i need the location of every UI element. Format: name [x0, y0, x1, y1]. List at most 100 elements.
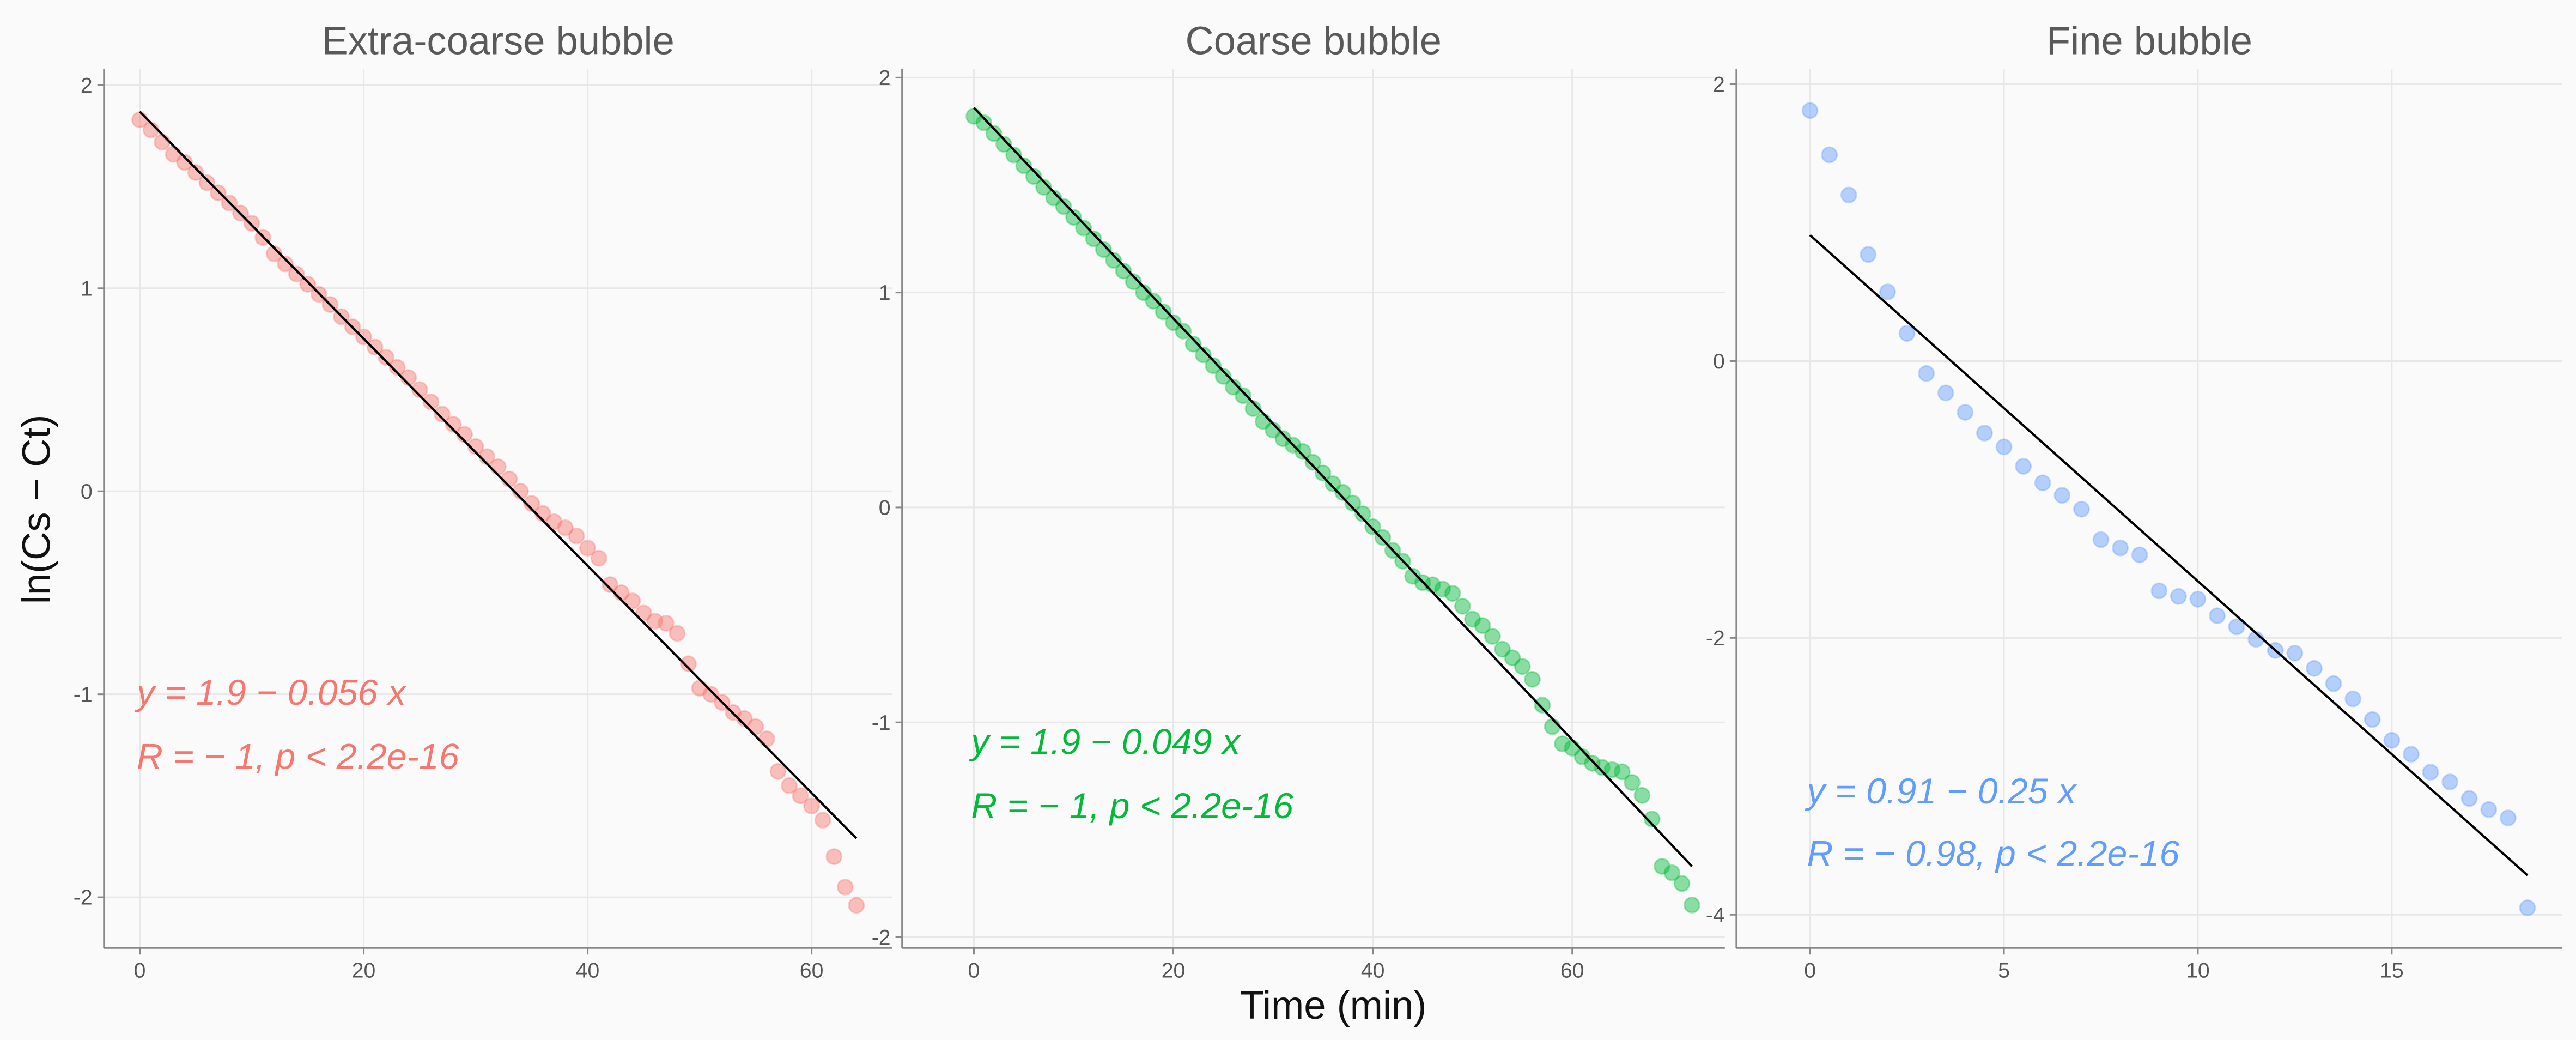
x-tick-label: 60 — [1560, 959, 1584, 982]
point — [2460, 790, 2478, 807]
point — [2228, 618, 2245, 636]
y-tick-label: -1 — [74, 683, 93, 706]
point — [2150, 582, 2168, 600]
point — [2034, 474, 2051, 492]
point — [1005, 146, 1023, 164]
point — [658, 614, 675, 632]
fit-line — [139, 111, 858, 839]
point — [434, 406, 451, 423]
point — [1654, 858, 1670, 875]
point — [1404, 567, 1421, 585]
point — [2500, 809, 2517, 826]
y-tick-label: 2 — [879, 66, 891, 90]
point — [388, 359, 406, 376]
point — [1821, 146, 1838, 164]
point — [1125, 273, 1142, 291]
x-tick-label: 15 — [2380, 959, 2404, 982]
point — [1898, 325, 1916, 342]
point — [1274, 430, 1292, 448]
point — [825, 848, 843, 865]
point — [411, 381, 428, 398]
y-tick-label: 1 — [879, 281, 891, 305]
point — [2112, 539, 2129, 557]
point — [2209, 607, 2226, 625]
point — [288, 265, 305, 283]
point — [702, 686, 720, 703]
point — [1643, 811, 1661, 828]
point — [1474, 617, 1491, 634]
x-tick-label: 60 — [800, 959, 824, 982]
point — [568, 527, 585, 545]
point — [1314, 464, 1332, 482]
x-tick-label: 0 — [968, 959, 980, 982]
point — [299, 275, 317, 293]
point — [1145, 293, 1162, 310]
point — [198, 174, 216, 191]
annotation: y = 1.9 − 0.056 x — [135, 673, 408, 713]
point — [1295, 443, 1311, 460]
point — [154, 134, 171, 151]
point — [1325, 475, 1341, 492]
point — [1995, 438, 2013, 456]
point — [422, 394, 440, 410]
annotation: y = 0.91 − 0.25 x — [1805, 771, 2077, 812]
point — [545, 513, 563, 530]
fit-line — [1809, 234, 2529, 876]
point — [1494, 640, 1511, 658]
point — [1684, 896, 1700, 914]
point — [1663, 864, 1681, 881]
x-tick-label: 0 — [134, 959, 146, 982]
point — [1184, 335, 1202, 353]
point — [1205, 357, 1222, 374]
x-tick-label: 40 — [576, 959, 600, 982]
point — [747, 718, 764, 735]
point — [975, 114, 993, 131]
point — [1879, 283, 1896, 300]
point — [2286, 644, 2304, 662]
fit-line — [973, 107, 1693, 867]
point — [1354, 505, 1371, 523]
y-tick-label: -2 — [872, 926, 891, 950]
point — [1304, 454, 1322, 471]
point — [1957, 404, 1974, 421]
point — [1344, 494, 1362, 512]
point — [769, 763, 787, 780]
point — [1364, 518, 1382, 535]
point — [2189, 590, 2207, 608]
point — [210, 184, 227, 202]
point — [1155, 303, 1172, 321]
point — [1195, 346, 1212, 364]
y-axis-label: ln(Cs − Ct) — [15, 415, 58, 604]
point — [1583, 754, 1601, 772]
annotation: R = − 0.98, p < 2.2e-16 — [1807, 833, 2179, 874]
point — [995, 136, 1012, 153]
y-tick-label: 0 — [879, 496, 891, 519]
point — [646, 613, 664, 630]
point — [1673, 875, 1691, 892]
point — [680, 655, 697, 673]
point — [2403, 746, 2420, 763]
point — [243, 215, 260, 232]
panel-title: Coarse bubble — [1185, 19, 1441, 63]
point — [1085, 230, 1102, 247]
point — [803, 797, 820, 814]
point — [848, 897, 865, 914]
point — [1035, 179, 1052, 196]
x-tick-label: 0 — [1804, 959, 1816, 982]
annotation: y = 1.9 − 0.049 x — [969, 722, 1242, 763]
point — [624, 592, 641, 609]
point — [1603, 761, 1621, 778]
point — [1214, 368, 1232, 385]
y-tick-label: 0 — [81, 480, 93, 504]
point — [1015, 157, 1032, 174]
point — [2422, 764, 2439, 781]
x-tick-label: 40 — [1361, 959, 1385, 982]
point — [467, 438, 484, 455]
point — [1633, 787, 1651, 804]
y-tick-label: 0 — [1713, 350, 1725, 373]
point — [2053, 487, 2071, 504]
point — [2344, 690, 2362, 708]
point — [557, 519, 574, 536]
point — [1025, 168, 1042, 185]
